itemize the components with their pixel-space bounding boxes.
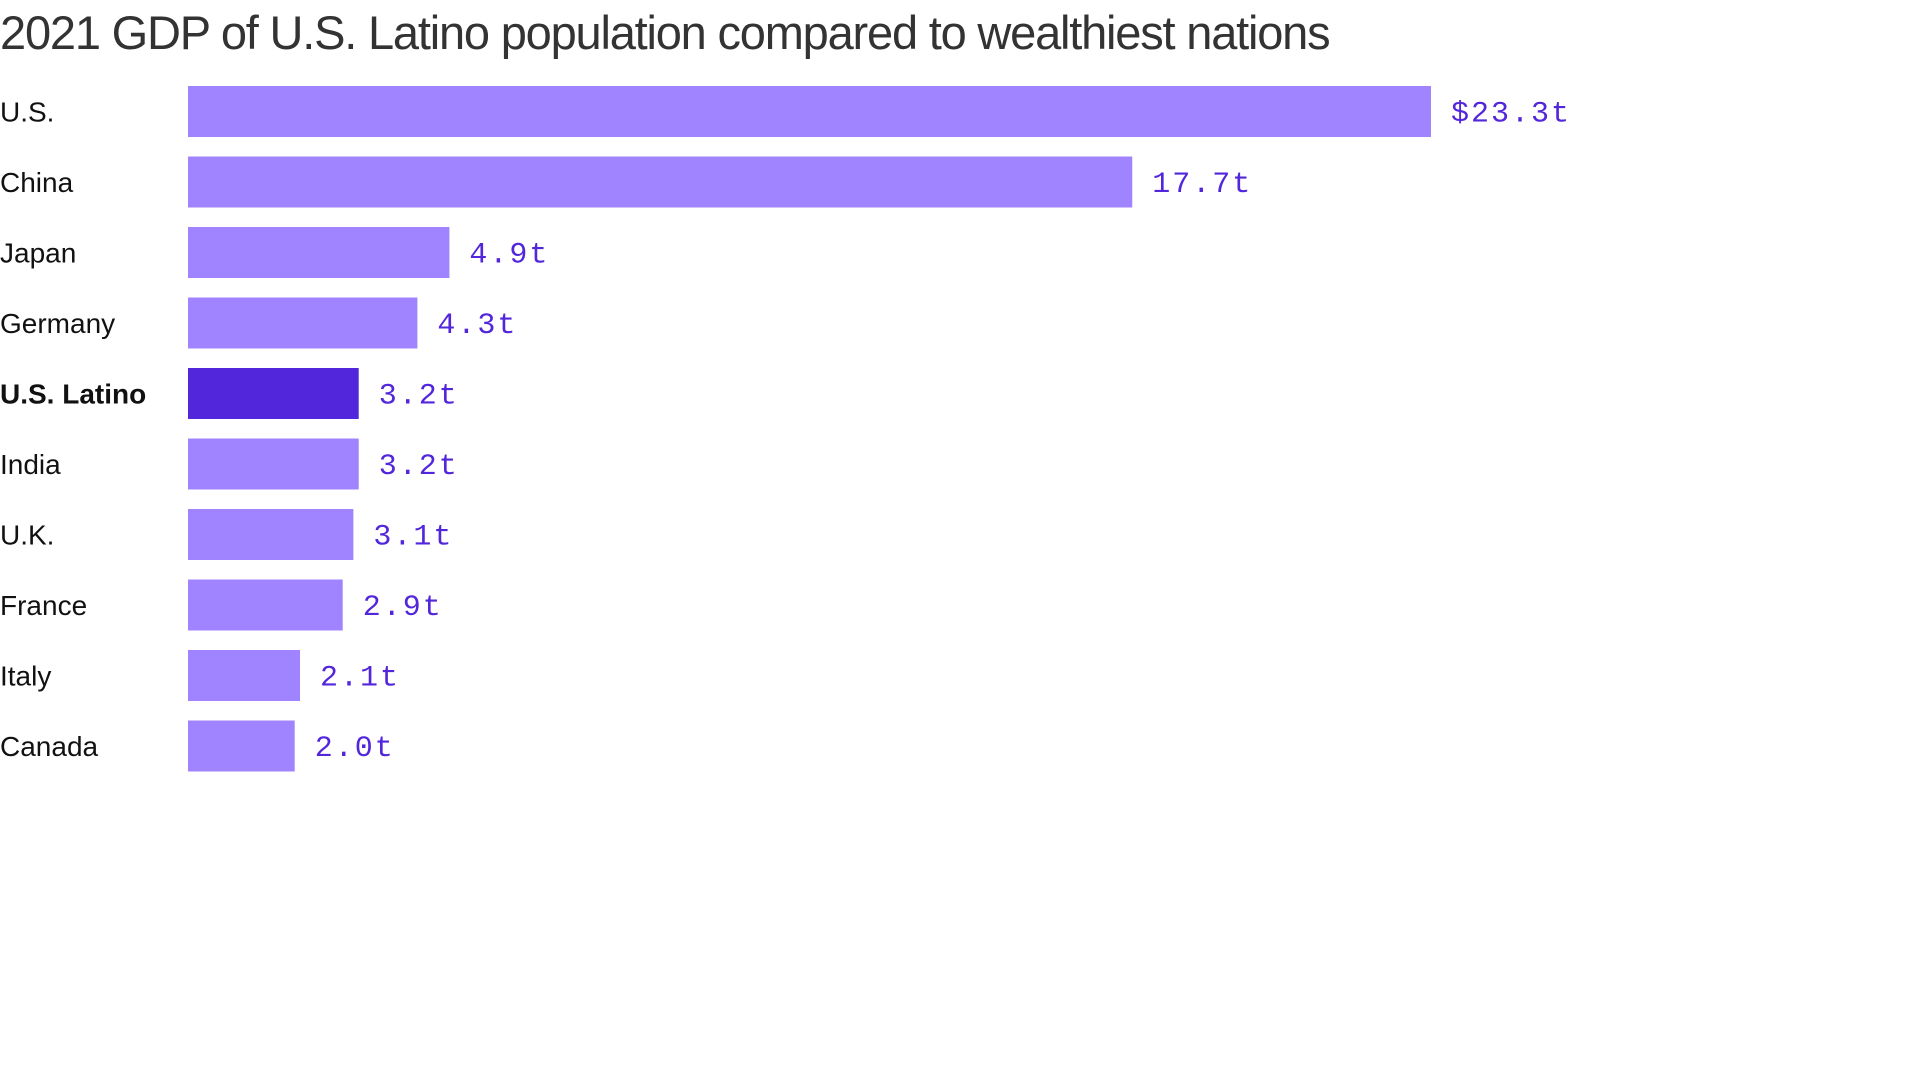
bar-canada	[188, 720, 295, 772]
value-label-japan: 4.9t	[469, 239, 549, 273]
bar-france	[188, 579, 343, 631]
bar-japan	[188, 227, 450, 278]
category-label-italy: Italy	[0, 661, 51, 692]
category-label-japan: Japan	[0, 238, 76, 269]
bar-u-s	[188, 86, 1431, 137]
category-label-china: China	[0, 167, 74, 198]
bar-china	[188, 156, 1133, 208]
value-label-canada: 2.0t	[315, 732, 395, 766]
category-label-france: France	[0, 590, 87, 621]
bar-india	[188, 438, 359, 490]
bar-italy	[188, 650, 301, 701]
category-label-germany: Germany	[0, 308, 115, 339]
value-label-china: 17.7t	[1152, 168, 1252, 202]
bar-u-s-latino	[188, 368, 359, 419]
category-label-u-s: U.S.	[0, 97, 54, 128]
bar-chart: U.S. $23.3t China 17.7t Japan 4.9t Germany 4.3t…	[0, 86, 1568, 772]
bar-u-k	[188, 509, 354, 560]
value-label-italy: 2.1t	[320, 662, 400, 696]
value-label-india: 3.2t	[379, 450, 459, 484]
chart-title: 2021 GDP of U.S. Latino population compa…	[0, 6, 1331, 59]
bar-germany	[188, 297, 418, 349]
category-label-india: India	[0, 449, 61, 480]
category-label-canada: Canada	[0, 731, 99, 762]
category-label-u-s-latino: U.S. Latino	[0, 379, 146, 410]
value-label-u-k: 3.1t	[373, 521, 453, 555]
category-label-u-k: U.K.	[0, 520, 54, 551]
value-label-germany: 4.3t	[437, 309, 517, 343]
value-label-u-s: $23.3t	[1451, 98, 1568, 132]
value-label-france: 2.9t	[363, 591, 443, 625]
bars-group: U.S. $23.3t China 17.7t Japan 4.9t Germany 4.3t…	[0, 86, 1568, 772]
value-label-u-s-latino: 3.2t	[379, 380, 459, 414]
